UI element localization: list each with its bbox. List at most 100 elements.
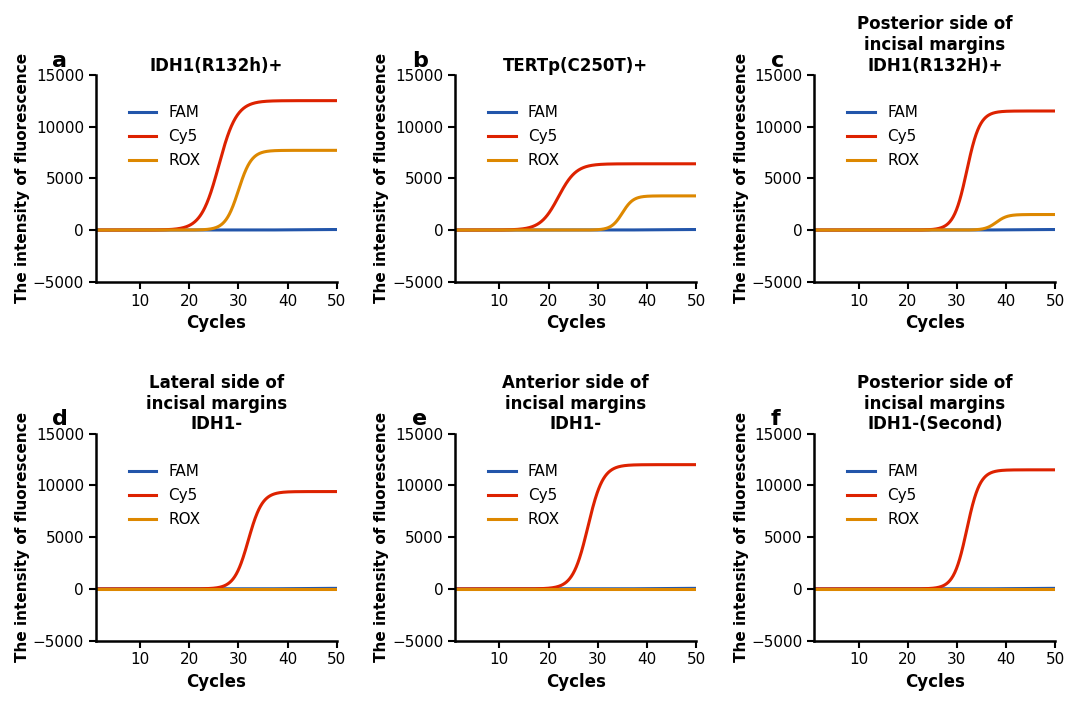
ROX [557,585,570,593]
Text: f: f [771,409,781,429]
Cy5 [950,205,963,214]
Line: ROX: ROX [96,150,337,230]
ROX [989,585,1002,593]
Cy5 [330,487,343,496]
Text: e: e [411,409,427,429]
FAM [251,585,264,593]
FAM [950,585,963,593]
Cy5 [330,97,343,105]
Cy5 [491,585,504,593]
Cy5 [591,160,604,169]
X-axis label: Cycles: Cycles [905,673,964,691]
ROX [869,226,882,234]
Cy5 [851,585,864,593]
ROX [199,225,212,234]
FAM [808,226,821,234]
FAM [950,226,963,234]
FAM [851,585,864,593]
ROX [511,585,524,593]
ROX [448,226,461,234]
ROX [271,146,284,155]
Cy5 [271,97,284,105]
FAM [330,584,343,592]
FAM [591,226,604,234]
ROX [917,226,930,234]
ROX [511,226,524,234]
FAM [448,585,461,593]
Cy5 [630,460,643,469]
Line: Cy5: Cy5 [814,469,1055,589]
ROX [690,191,703,200]
ROX [808,585,821,593]
Cy5 [271,489,284,497]
Text: d: d [53,409,68,429]
ROX [851,585,864,593]
Cy5 [917,226,930,234]
FAM [271,226,284,234]
Cy5 [151,226,164,234]
Cy5 [448,226,461,234]
Cy5 [969,133,982,141]
FAM [231,226,244,234]
Legend: FAM, Cy5, ROX: FAM, Cy5, ROX [123,99,207,174]
Title: IDH1(R132h)+: IDH1(R132h)+ [150,56,283,75]
FAM [557,226,570,234]
ROX [199,585,212,593]
Cy5 [251,510,264,518]
Legend: FAM, Cy5, ROX: FAM, Cy5, ROX [123,457,207,533]
ROX [330,146,343,155]
FAM [591,585,604,593]
FAM [448,226,461,234]
ROX [251,150,264,159]
ROX [132,585,145,593]
Cy5 [609,160,622,168]
ROX [448,585,461,593]
Y-axis label: The intensity of fluorescence: The intensity of fluorescence [15,412,30,662]
Cy5 [969,491,982,500]
FAM [690,225,703,234]
Y-axis label: The intensity of fluorescence: The intensity of fluorescence [15,53,30,304]
Title: Lateral side of
incisal margins
IDH1-: Lateral side of incisal margins IDH1- [146,374,287,433]
ROX [271,585,284,593]
FAM [989,585,1002,593]
FAM [132,585,145,593]
Cy5 [869,226,882,234]
Cy5 [1049,107,1062,115]
FAM [231,585,244,593]
FAM [969,226,982,234]
FAM [609,226,622,234]
Y-axis label: The intensity of fluorescence: The intensity of fluorescence [733,53,748,304]
ROX [132,226,145,234]
ROX [630,585,643,593]
Cy5 [90,585,103,593]
FAM [851,226,864,234]
Cy5 [869,585,882,593]
Text: c: c [771,51,784,71]
ROX [969,225,982,234]
FAM [151,585,164,593]
ROX [231,585,244,593]
Cy5 [557,182,570,191]
ROX [491,226,504,234]
FAM [630,585,643,593]
Title: TERTp(C250T)+: TERTp(C250T)+ [503,56,648,75]
ROX [950,585,963,593]
Text: b: b [411,51,428,71]
FAM [330,225,343,234]
Cy5 [989,108,1002,116]
ROX [609,585,622,593]
FAM [199,226,212,234]
FAM [609,585,622,593]
ROX [630,194,643,203]
Cy5 [917,585,930,593]
Title: Anterior side of
incisal margins
IDH1-: Anterior side of incisal margins IDH1- [502,374,649,433]
Cy5 [231,110,244,119]
Cy5 [557,580,570,588]
FAM [1049,584,1062,592]
FAM [491,585,504,593]
FAM [557,585,570,593]
FAM [90,585,103,593]
FAM [511,226,524,234]
Cy5 [808,585,821,593]
Title: Posterior side of
incisal margins
IDH1-(Second): Posterior side of incisal margins IDH1-(… [858,374,1013,433]
